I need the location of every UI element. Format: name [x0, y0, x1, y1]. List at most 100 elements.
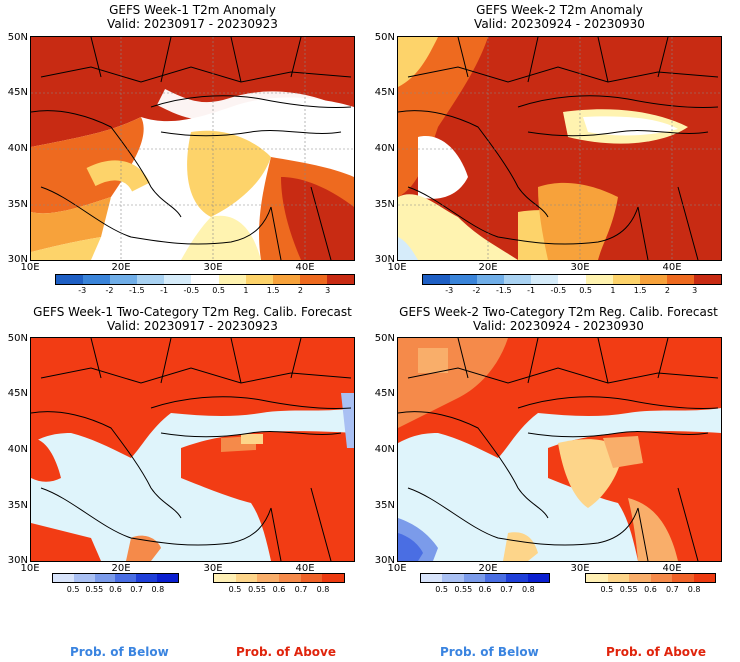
lon-label: 40E [662, 563, 682, 574]
colorbar-label: 0.5 [66, 585, 80, 594]
colorbar-label: 0.6 [272, 585, 286, 594]
lat-label: 45N [7, 87, 28, 98]
colorbar-swatch [531, 275, 559, 284]
colorbar-label: 0.7 [130, 585, 144, 594]
above-colorbar [585, 573, 716, 583]
colorbar-label: 0.8 [151, 585, 165, 594]
colorbar-label: -2 [472, 286, 481, 295]
prob-above-label: Prob. of Above [606, 645, 707, 659]
panel-title: GEFS Week-1 T2m Anomaly [109, 3, 276, 17]
lon-label: 40E [662, 262, 682, 273]
colorbar-swatch [585, 275, 613, 284]
colorbar-swatch [423, 275, 451, 284]
colorbar-label: 0.6 [644, 585, 657, 594]
colorbar-swatch [484, 574, 507, 582]
below-colorbar [52, 573, 179, 583]
panel-title: GEFS Week-1 Two-Category T2m Reg. Calib.… [33, 305, 352, 319]
lon-label: 20E [111, 563, 131, 574]
anomaly-map-week1 [30, 36, 355, 261]
prob-above-label: Prob. of Above [236, 645, 337, 659]
colorbar-swatch [322, 574, 345, 582]
lon-label: 20E [111, 262, 131, 273]
colorbar-swatch [607, 574, 629, 582]
colorbar-swatch [53, 574, 74, 582]
colorbar-label: 1.5 [633, 286, 647, 295]
colorbar-label: 1.5 [266, 286, 280, 295]
lon-label: 30E [203, 563, 223, 574]
lat-label: 50N [374, 333, 395, 344]
colorbar-label: -0.5 [183, 286, 200, 295]
lat-label: 30N [374, 555, 395, 566]
colorbar-swatch [110, 275, 138, 284]
lat-label: 30N [7, 254, 28, 265]
colorbar-swatch [164, 275, 192, 284]
colorbar-swatch [83, 275, 111, 284]
lat-label: 40N [374, 444, 395, 455]
colorbar-swatch [214, 574, 236, 582]
panel-title: GEFS Week-2 Two-Category T2m Reg. Calib.… [399, 305, 718, 319]
colorbar-label: 0.55 [85, 585, 104, 594]
lon-label: 10E [387, 262, 407, 273]
colorbar-swatch [693, 574, 715, 582]
colorbar-swatch [477, 275, 505, 284]
lon-label: 10E [20, 262, 40, 273]
prob-below-label: Prob. of Below [70, 645, 169, 659]
lat-label: 30N [374, 254, 395, 265]
lon-label: 30E [203, 262, 223, 273]
colorbar-swatch [612, 275, 640, 284]
colorbar-label: 0.7 [665, 585, 679, 594]
lat-label: 50N [7, 333, 28, 344]
colorbar-label: 0.55 [248, 585, 266, 594]
lat-label: 40N [374, 143, 395, 154]
colorbar-swatch [272, 275, 300, 284]
colorbar-label: 0.6 [478, 585, 492, 594]
colorbar-swatch [136, 574, 158, 582]
colorbar-swatch [235, 574, 258, 582]
colorbar-swatch [450, 275, 478, 284]
colorbar-swatch [137, 275, 165, 284]
colorbar-swatch [279, 574, 301, 582]
probability-map-week1 [30, 337, 355, 562]
colorbar-label: -3 [78, 286, 87, 295]
colorbar-swatch [463, 574, 485, 582]
lat-label: 45N [7, 388, 28, 399]
lon-label: 30E [570, 563, 590, 574]
lon-label: 20E [478, 563, 498, 574]
panel-valid-dates: Valid: 20230924 - 20230930 [474, 17, 645, 31]
colorbar-label: 0.5 [579, 286, 592, 295]
colorbar-label: -1 [527, 286, 536, 295]
colorbar-swatch [693, 275, 722, 284]
colorbar-swatch [504, 275, 532, 284]
probability-map-week2 [397, 337, 722, 562]
lon-label: 40E [295, 563, 315, 574]
colorbar-swatch [666, 275, 694, 284]
anomaly-map-week2 [397, 36, 722, 261]
lat-label: 40N [7, 143, 28, 154]
panel-title: GEFS Week-2 T2m Anomaly [476, 3, 643, 17]
colorbar-swatch [299, 275, 327, 284]
prob-below-label: Prob. of Below [440, 645, 539, 659]
colorbar-swatch [629, 574, 651, 582]
colorbar-swatch [442, 574, 464, 582]
lon-label: 40E [295, 262, 315, 273]
colorbar-label: 1 [610, 286, 616, 295]
panel-valid-dates: Valid: 20230917 - 20230923 [107, 319, 278, 333]
colorbar-label: 0.8 [316, 585, 330, 594]
colorbar-label: -1 [160, 286, 169, 295]
colorbar-label: 3 [692, 286, 698, 295]
colorbar-label: 2 [664, 286, 670, 295]
colorbar-label: 0.55 [619, 585, 638, 594]
colorbar-label: -3 [445, 286, 454, 295]
lat-label: 40N [7, 444, 28, 455]
colorbar-label: -2 [105, 286, 114, 295]
colorbar-swatch [586, 574, 608, 582]
anomaly-colorbar [422, 274, 722, 285]
colorbar-label: 0.5 [212, 286, 225, 295]
colorbar-swatch [115, 574, 137, 582]
colorbar-label: -1.5 [129, 286, 145, 295]
colorbar-swatch [245, 275, 273, 284]
anomaly-colorbar [55, 274, 355, 285]
colorbar-swatch [56, 275, 84, 284]
colorbar-swatch [300, 574, 323, 582]
panel-valid-dates: Valid: 20230917 - 20230923 [107, 17, 278, 31]
